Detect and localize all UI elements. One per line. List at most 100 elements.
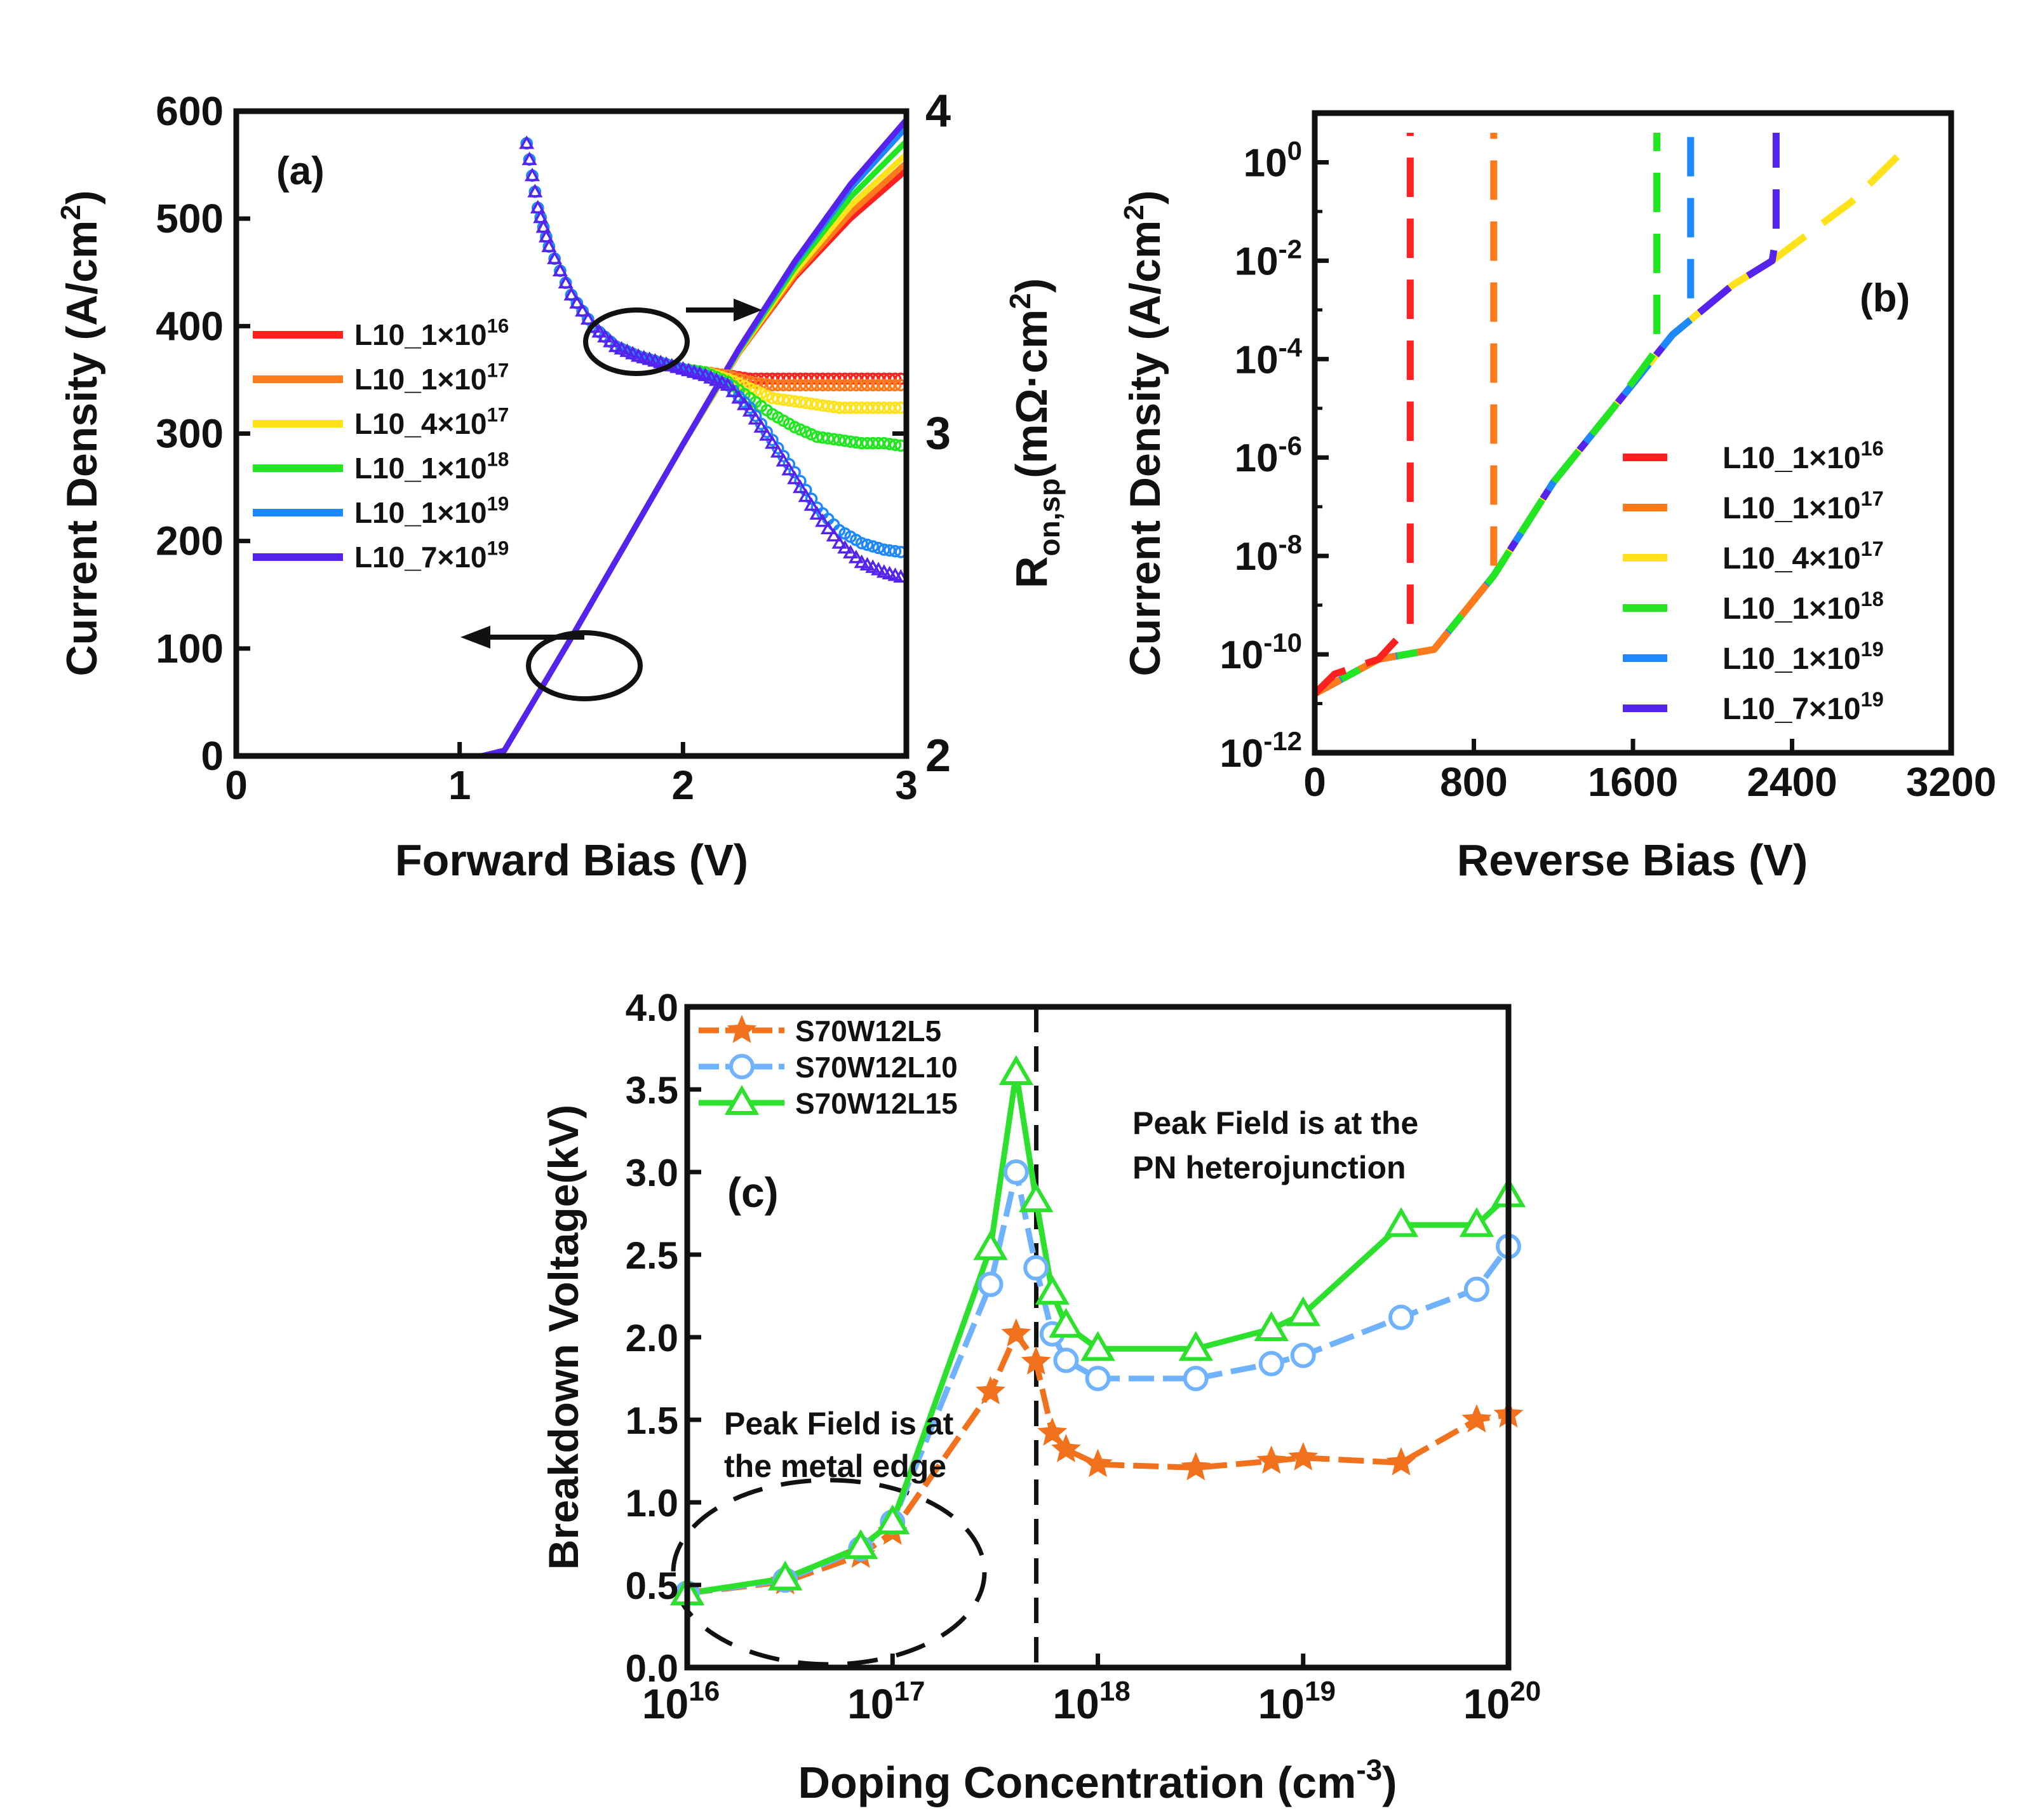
a-ron-marker-5 — [524, 167, 540, 182]
a-ron-marker-4 — [855, 537, 868, 549]
a-current-curve-5 — [236, 118, 909, 759]
a-panel-label: (a) — [276, 149, 325, 193]
c-marker-2 — [1080, 1331, 1115, 1361]
c-marker-2 — [998, 1055, 1034, 1085]
a-ron-marker-5 — [737, 396, 753, 410]
c-marker-2 — [843, 1529, 878, 1560]
b-ytick-label: 10-2 — [1235, 234, 1302, 283]
c-marker-0 — [1181, 1452, 1211, 1481]
b-xtick-label: 3200 — [1906, 759, 1996, 805]
a-ron-marker-5 — [803, 497, 819, 511]
a-legend-label-4-base: L10_1×10 — [354, 496, 487, 529]
c-annotation-right-1: Peak Field is at the — [1132, 1105, 1418, 1141]
a-ron-marker-1 — [889, 379, 902, 392]
a-ron-marker-5 — [759, 427, 775, 441]
b-legend-label-2-base: L10_4×10 — [1723, 542, 1861, 576]
a-legend-label-2-base: L10_4×10 — [354, 407, 487, 440]
c-ticks: 1016 1017 1018 1019 10200.00.51.01.52.02.53.… — [626, 987, 1542, 1727]
c-ytick-label: 0.0 — [626, 1647, 678, 1690]
a-legend-label-2-exp: 17 — [487, 404, 509, 426]
a-ron-marker-4 — [878, 543, 890, 556]
a-markers — [519, 135, 909, 583]
c-marker-1 — [1023, 1255, 1049, 1281]
c-xtick-label: 1018 — [1052, 1676, 1130, 1727]
c-xtick-base: 10 — [1463, 1680, 1510, 1727]
a-ron-marker-2 — [810, 398, 824, 411]
a-ron-marker-3 — [816, 431, 829, 444]
a-ron-marker-5 — [720, 377, 736, 391]
a-ron-marker-5 — [781, 462, 797, 476]
a-ron-marker-5 — [731, 390, 747, 404]
a-xtick-label: 0 — [225, 762, 248, 808]
a-ron-marker-5 — [820, 520, 836, 534]
c-xtick-base: 10 — [847, 1680, 894, 1727]
a-ron-marker-5 — [575, 303, 591, 317]
a-ron-marker-4 — [872, 541, 885, 555]
c-ytick-label: 2.5 — [626, 1234, 678, 1277]
a-ron-marker-2 — [800, 396, 812, 410]
a-ron-marker-2 — [788, 395, 801, 408]
c-ytick-label: 3.5 — [626, 1069, 678, 1112]
a-ron-marker-4 — [861, 538, 874, 551]
b-ytick-base: 10 — [1235, 535, 1279, 579]
a-legend-label-3-base: L10_1×10 — [354, 452, 487, 485]
c-marker-2 — [875, 1504, 910, 1535]
a-legend-label-4: L10_1×1019 — [354, 493, 509, 529]
a-ron-marker-5 — [837, 540, 853, 554]
a-legend-label-0-exp: 16 — [487, 315, 509, 337]
b-legend-label-3-exp: 18 — [1861, 587, 1884, 610]
b-legend-label-1-exp: 17 — [1861, 487, 1884, 510]
c-xtick-label: 1016 — [642, 1676, 720, 1727]
a-ron-marker-5 — [533, 209, 549, 224]
c-xtick-exp: 16 — [689, 1676, 720, 1707]
b-legend-label-5: L10_7×1019 — [1723, 687, 1884, 726]
a-ron-marker-2 — [816, 399, 829, 412]
a-ron-marker-5 — [826, 528, 842, 542]
a-ytick-label: 200 — [156, 518, 224, 564]
panel-c: 1016 1017 1018 1019 10200.00.51.01.52.02.53.… — [540, 987, 1541, 1807]
c-ytick-label: 0.5 — [626, 1565, 678, 1607]
a-ytick-label: 300 — [156, 411, 224, 457]
a-ron-marker-5 — [538, 229, 554, 243]
a-ron-marker-5 — [519, 135, 535, 149]
a-ron-marker-5 — [843, 544, 859, 559]
c-xtick-exp: 17 — [894, 1676, 925, 1707]
a-ron-marker-5 — [580, 311, 596, 325]
a-legend-label-0-base: L10_1×10 — [354, 318, 487, 351]
a-ron-marker-5 — [597, 328, 613, 342]
a-ron-marker-2 — [783, 394, 796, 407]
c-xtick-exp: 20 — [1510, 1676, 1541, 1707]
b-ytick-exp: -8 — [1279, 529, 1302, 559]
a-ron-marker-3 — [822, 432, 835, 445]
a-ron-marker-2 — [822, 400, 835, 413]
a-ron-marker-2 — [772, 393, 784, 405]
b-curve-4 — [1313, 133, 1695, 697]
b-ticks: 0 800 1600 2400 320010010-210-410-610-810-10… — [1219, 111, 1996, 805]
b-xtick-label: 2400 — [1747, 759, 1837, 805]
a-ron-marker-3 — [810, 430, 824, 443]
c-marker-1 — [1290, 1342, 1316, 1368]
a-ron-marker-5 — [725, 383, 741, 398]
b-ytick-exp: -10 — [1263, 628, 1302, 657]
a-legend: L10_1×1016L10_1×1017L10_4×1017L10_1×1018… — [253, 315, 509, 574]
b-xtick-label: 1600 — [1588, 759, 1678, 805]
c-marker-2 — [1178, 1331, 1213, 1361]
b-panel-label: (b) — [1860, 276, 1910, 320]
a-ron-marker-5 — [748, 411, 763, 425]
c-legend-marker-2 — [724, 1085, 760, 1115]
a-ytick-label: 600 — [156, 88, 224, 134]
c-marker-0 — [1256, 1445, 1287, 1474]
a-legend-label-1-exp: 17 — [487, 360, 509, 382]
a-ytick-label: 400 — [156, 303, 224, 349]
a-legend-label-3-exp: 18 — [487, 448, 509, 471]
b-legend-label-1-base: L10_1×10 — [1723, 492, 1861, 525]
b-xtick-label: 800 — [1440, 759, 1508, 805]
a-ron-marker-5 — [765, 435, 780, 449]
c-legend-label-2: S70W12L15 — [795, 1087, 958, 1120]
c-marker-2 — [1286, 1296, 1320, 1326]
a-ron-marker-5 — [742, 403, 758, 417]
c-xtick-exp: 19 — [1305, 1676, 1336, 1707]
a-legend-label-1-base: L10_1×10 — [354, 363, 487, 396]
